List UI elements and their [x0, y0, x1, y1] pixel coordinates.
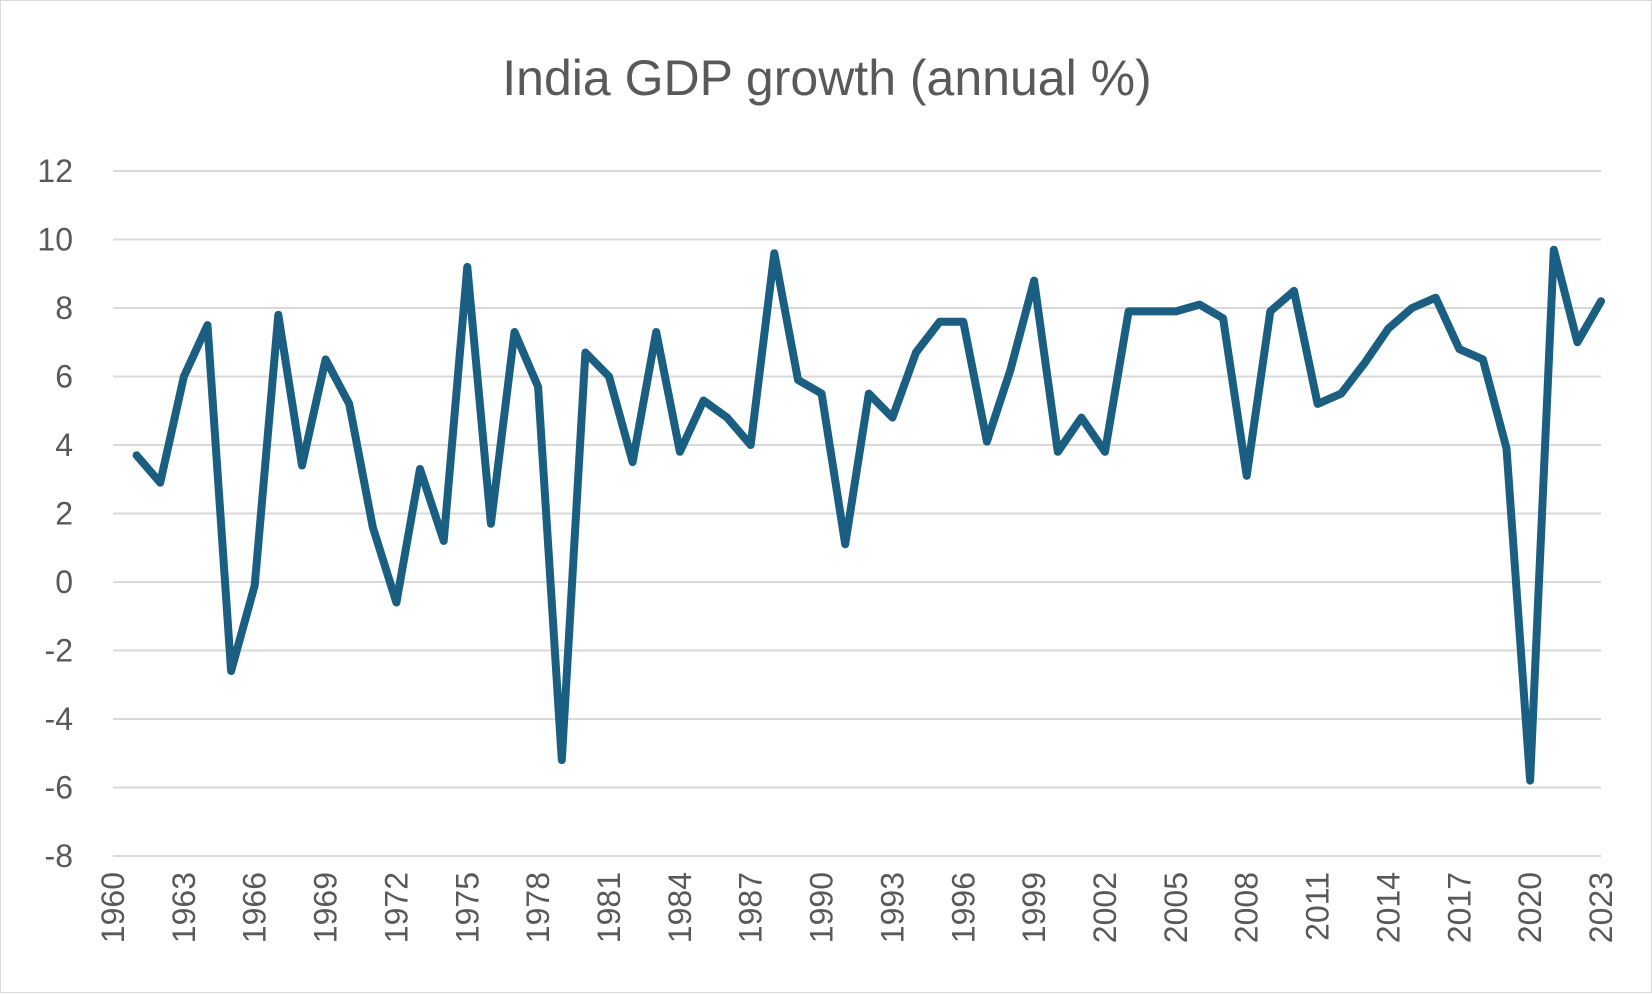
x-tick-label: 2005 — [1158, 872, 1194, 943]
x-tick-label: 1960 — [95, 872, 131, 943]
y-tick-label: 0 — [55, 564, 73, 600]
y-tick-label: -4 — [45, 701, 73, 737]
y-axis: -8 -6 -4 -2 0 2 4 6 8 10 12 — [37, 153, 73, 874]
series-group — [137, 250, 1602, 781]
x-tick-label: 1963 — [166, 872, 202, 943]
y-tick-label: 12 — [37, 153, 73, 189]
x-tick-label: 1996 — [945, 872, 981, 943]
y-tick-label: -6 — [45, 770, 73, 806]
x-tick-label: 2008 — [1229, 872, 1265, 943]
x-tick-label: 2014 — [1370, 872, 1406, 943]
x-tick-label: 1972 — [378, 872, 414, 943]
y-tick-label: -2 — [45, 633, 73, 669]
x-tick-label: 1975 — [449, 872, 485, 943]
chart-title: India GDP growth (annual %) — [502, 50, 1151, 106]
x-tick-label: 2017 — [1441, 872, 1477, 943]
x-tick-label: 1981 — [591, 872, 627, 943]
x-tick-label: 1999 — [1016, 872, 1052, 943]
x-axis: 1960 1963 1966 1969 1972 1975 1978 1981 1984 1987… — [95, 872, 1619, 943]
x-tick-label: 1990 — [804, 872, 840, 943]
x-tick-label: 1984 — [662, 872, 698, 943]
x-tick-label: 1993 — [874, 872, 910, 943]
gridlines — [113, 171, 1601, 856]
y-tick-label: 4 — [55, 427, 73, 463]
x-tick-label: 2023 — [1583, 872, 1619, 943]
x-tick-label: 1978 — [520, 872, 556, 943]
x-tick-label: 1969 — [308, 872, 344, 943]
y-tick-label: 2 — [55, 496, 73, 532]
x-tick-label: 2002 — [1087, 872, 1123, 943]
y-tick-label: 8 — [55, 290, 73, 326]
y-tick-label: 10 — [37, 222, 73, 258]
y-tick-label: -8 — [45, 838, 73, 874]
series-line — [137, 250, 1601, 781]
x-tick-label: 1987 — [733, 872, 769, 943]
x-tick-label: 1966 — [237, 872, 273, 943]
y-tick-label: 6 — [55, 359, 73, 395]
x-tick-label: 2011 — [1300, 872, 1336, 941]
x-tick-label: 2020 — [1512, 872, 1548, 943]
